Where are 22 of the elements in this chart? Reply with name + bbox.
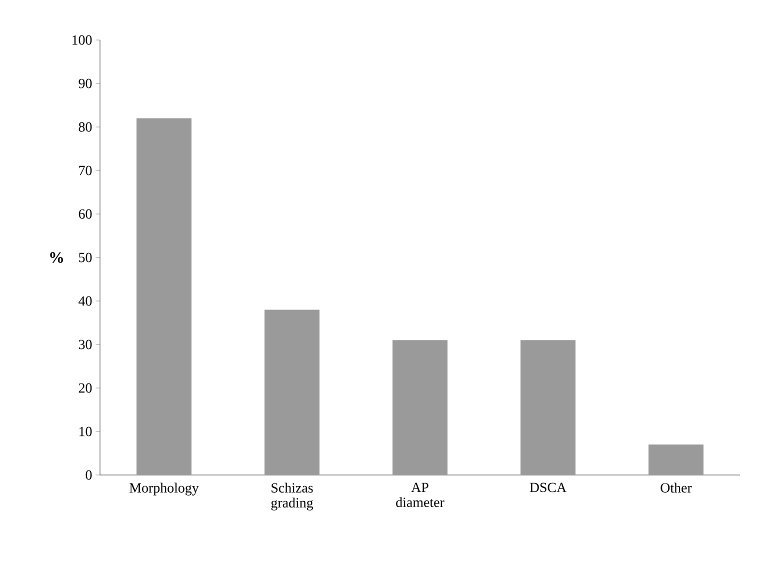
- bar: [648, 444, 704, 475]
- y-tick-label: 60: [78, 209, 92, 219]
- y-tick-label: 100: [72, 35, 92, 45]
- x-tick-label: Other: [660, 482, 692, 493]
- bar: [392, 340, 448, 475]
- y-tick-label: 30: [78, 340, 92, 350]
- bar: [520, 340, 576, 475]
- y-tick-label: 90: [78, 78, 92, 88]
- x-tick-label: AP diameter: [396, 482, 444, 508]
- x-tick-label: Morphology: [130, 482, 199, 496]
- y-tick-label: 10: [80, 426, 92, 436]
- y-tick-label: 20: [78, 383, 92, 393]
- x-tick-label: DSCA: [530, 482, 566, 492]
- y-tick-label: 70: [79, 166, 92, 176]
- y-tick-label: 40: [78, 296, 92, 306]
- y-tick-label: 50: [79, 252, 92, 262]
- bar: [264, 310, 320, 475]
- y-tick-label: 80: [78, 122, 92, 132]
- y-tick-label: 0: [86, 470, 92, 480]
- y-axis-title: %: [50, 252, 63, 263]
- bar: [136, 118, 192, 475]
- x-tick-label: Schizas grading: [271, 482, 314, 510]
